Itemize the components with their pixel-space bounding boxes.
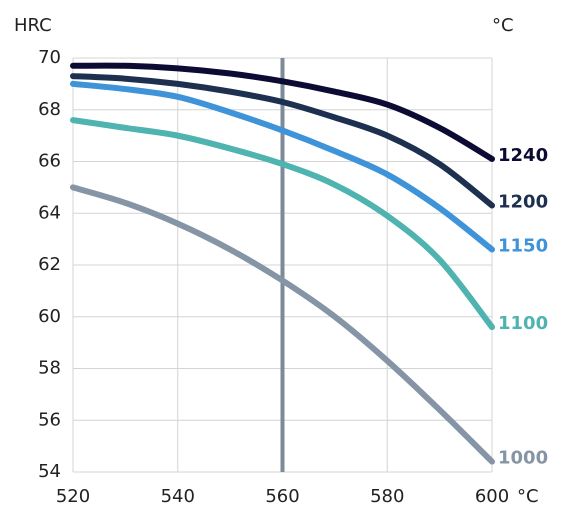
x-tick-label: 580 [370, 486, 404, 507]
x-tick-label: 540 [161, 486, 195, 507]
y-tick-label: 64 [38, 202, 61, 223]
y-tick-label: 66 [38, 151, 61, 172]
y-tick-label: 56 [38, 409, 61, 430]
series-label: 1240 [498, 145, 548, 166]
legend-unit: °C [492, 15, 514, 36]
y-tick-label: 62 [38, 254, 61, 275]
series-label: 1100 [498, 313, 548, 334]
x-axis-unit: °C [517, 486, 539, 507]
series-line [70, 62, 495, 162]
series-label: 1150 [498, 235, 548, 256]
y-axis-label: HRC [14, 15, 52, 36]
series-line [70, 73, 495, 209]
y-tick-label: 60 [38, 306, 61, 327]
x-tick-label: 560 [265, 486, 299, 507]
x-tick-label: 600 [475, 486, 509, 507]
series-line [70, 80, 495, 253]
series-line [70, 184, 495, 465]
y-tick-label: 58 [38, 358, 61, 379]
series-label: 1000 [498, 448, 548, 469]
series-line [70, 117, 495, 331]
x-tick-label: 520 [56, 486, 90, 507]
y-tick-label: 54 [38, 461, 61, 482]
y-tick-label: 70 [38, 47, 61, 68]
y-tick-label: 68 [38, 99, 61, 120]
series-label: 1200 [498, 191, 548, 212]
